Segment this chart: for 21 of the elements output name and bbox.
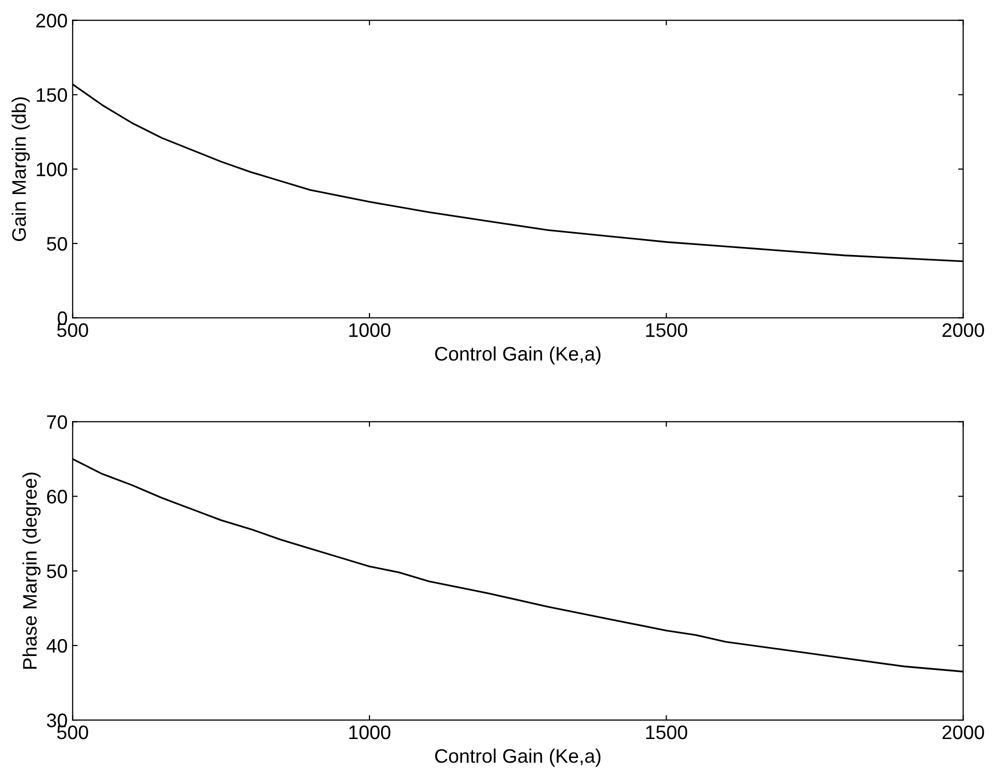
x-tick-label: 1500 — [646, 323, 688, 338]
y-tick-label: 60 — [47, 490, 68, 504]
y-tick-label: 40 — [46, 638, 68, 653]
y-tick-label: 30 — [46, 714, 68, 728]
x-tick-label: 2000 — [942, 725, 984, 740]
y-axis-title: Phase Margin (degree) — [22, 472, 41, 669]
x-tick-label: 1500 — [646, 725, 688, 740]
x-tick-label: 1000 — [349, 725, 390, 740]
y-tick-label: 100 — [36, 162, 68, 176]
y-axis-title: Gain Margin (db) — [12, 97, 30, 242]
x-tick-label: 1000 — [349, 323, 390, 338]
x-tick-label: 500 — [57, 323, 88, 338]
y-tick-label: 50 — [46, 236, 68, 251]
y-tick-label: 70 — [47, 415, 68, 429]
y-tick-label: 150 — [36, 88, 68, 102]
y-tick-label: 50 — [46, 564, 68, 578]
x-tick-label: 500 — [57, 725, 88, 740]
x-axis-title: Control Gain (Ke,a) — [435, 346, 600, 365]
y-tick-label: 200 — [36, 14, 68, 28]
x-tick-label: 2000 — [942, 323, 984, 338]
x-axis-title: Control Gain (Ke,a) — [435, 748, 600, 767]
